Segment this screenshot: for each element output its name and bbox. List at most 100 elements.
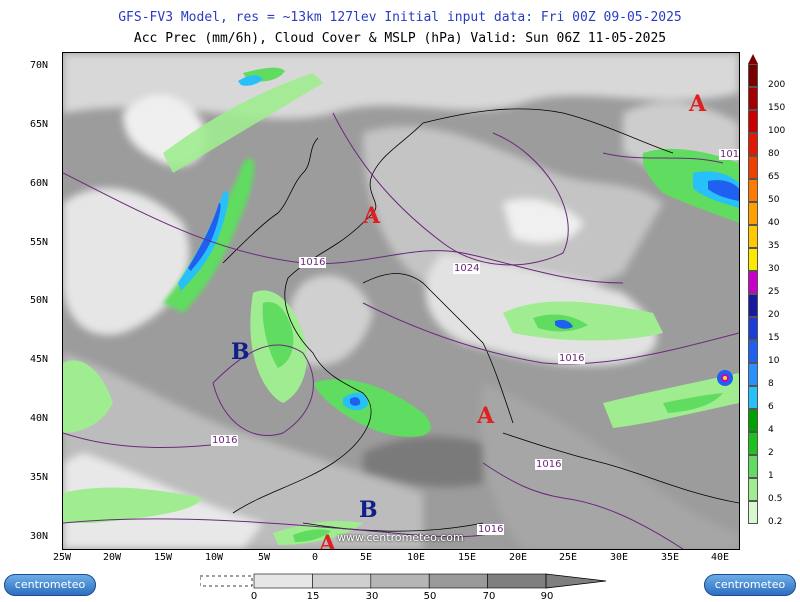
legend-value: 25	[768, 287, 780, 297]
lon-label: 0	[311, 552, 319, 563]
isobar-label: 1016	[299, 257, 327, 268]
legend-swatch	[748, 179, 758, 202]
lon-label: 15E	[457, 552, 477, 563]
legend-swatch	[748, 156, 758, 179]
cloud-cover-bar	[199, 572, 610, 602]
legend-arrow-icon	[748, 54, 758, 64]
lon-label: 10E	[406, 552, 426, 563]
cloud-bar-swatch	[312, 573, 372, 589]
low-pressure-marker: B	[359, 497, 378, 523]
high-pressure-marker: A	[319, 531, 337, 550]
lat-label: 65N	[30, 119, 49, 130]
legend-swatch	[748, 202, 758, 225]
lat-label: 60N	[30, 178, 49, 189]
legend-value: 50	[768, 195, 780, 205]
legend-swatch	[748, 409, 758, 432]
cloud-bar-swatch	[428, 573, 488, 589]
isobar-label: 1016	[558, 353, 586, 364]
lon-label: 20E	[508, 552, 528, 563]
lon-label: 25E	[558, 552, 578, 563]
isobar-label: 101	[719, 149, 740, 160]
legend-value: 30	[768, 264, 780, 274]
lat-label: 40N	[30, 413, 49, 424]
lat-label: 35N	[30, 472, 49, 483]
legend-value: 20	[768, 310, 780, 320]
legend-value: 1	[768, 471, 774, 481]
legend-swatch	[748, 478, 758, 501]
cloud-bar-swatch	[253, 573, 313, 589]
lat-label: 70N	[30, 60, 49, 71]
lon-label: 40E	[710, 552, 730, 563]
legend-swatch	[748, 317, 758, 340]
lat-label: 45N	[30, 354, 49, 365]
cloud-bar-swatch	[487, 573, 547, 589]
centrometeo-logo: centrometeo	[4, 574, 96, 596]
product-title: Acc Prec (mm/6h), Cloud Cover & MSLP (hP…	[133, 31, 667, 46]
legend-value: 6	[768, 402, 774, 412]
lon-label: 15W	[153, 552, 173, 563]
cloud-bar-label: 50	[423, 591, 437, 602]
lat-label: 30N	[30, 531, 49, 542]
legend-value: 4	[768, 425, 774, 435]
cloud-bar-label: 70	[482, 591, 496, 602]
isobar-label: 1016	[535, 459, 563, 470]
legend-swatch	[748, 110, 758, 133]
isobar-label: 1024	[453, 263, 481, 274]
cloud-bar-swatch	[370, 573, 430, 589]
high-pressure-marker: A	[363, 203, 381, 229]
lon-label: 30E	[609, 552, 629, 563]
cloud-bar-label: 0	[250, 591, 258, 602]
coastlines	[222, 108, 739, 532]
legend-swatch	[748, 340, 758, 363]
legend-swatch	[748, 432, 758, 455]
weather-map: 1016 1024 1016 1016 1016 1016 101 A A A …	[62, 52, 740, 550]
lon-label: 35E	[660, 552, 680, 563]
lat-label: 50N	[30, 295, 49, 306]
low-pressure-marker: B	[231, 339, 250, 365]
legend-value: 0.5	[768, 494, 783, 504]
watermark: www.centrometeo.com	[337, 531, 464, 544]
cloud-bar-label: 30	[365, 591, 379, 602]
lon-label: 5W	[257, 552, 271, 563]
legend-swatch	[748, 501, 758, 524]
cloud-bar-label: 90	[540, 591, 554, 602]
legend-value: 2	[768, 448, 774, 458]
precipitation-field	[63, 67, 739, 545]
lon-label: 5E	[359, 552, 373, 563]
legend-swatch	[748, 294, 758, 317]
legend-value: 40	[768, 218, 780, 228]
legend-value: 65	[768, 172, 780, 182]
legend-value: 0.2	[768, 517, 783, 527]
legend-swatch	[748, 87, 758, 110]
isobar-label: 1016	[211, 435, 239, 446]
legend-swatch	[748, 386, 758, 409]
legend-value: 80	[768, 149, 780, 159]
legend-value: 200	[768, 80, 786, 90]
legend-value: 8	[768, 379, 774, 389]
cloud-bar-svg	[199, 573, 607, 589]
lon-label: 20W	[102, 552, 122, 563]
legend-value: 100	[768, 126, 786, 136]
model-title: GFS-FV3 Model, res = ~13km 127lev Initia…	[118, 10, 682, 25]
legend-value: 35	[768, 241, 780, 251]
legend-swatch	[748, 248, 758, 271]
isobar-label: 1016	[477, 524, 505, 535]
isobars	[63, 112, 739, 549]
legend-swatch	[748, 133, 758, 156]
legend-value: 15	[768, 333, 780, 343]
high-pressure-marker: A	[477, 403, 495, 429]
legend-value: 150	[768, 103, 786, 113]
legend-swatch	[748, 455, 758, 478]
legend-swatch	[748, 64, 758, 87]
high-pressure-marker: A	[689, 91, 707, 117]
legend-value: 10	[768, 356, 780, 366]
cloud-bar-label: 15	[306, 591, 320, 602]
legend-swatch	[748, 225, 758, 248]
map-svg	[63, 53, 739, 549]
centrometeo-logo: centrometeo	[704, 574, 796, 596]
lon-label: 10W	[204, 552, 224, 563]
lon-label: 25W	[52, 552, 72, 563]
lat-label: 55N	[30, 237, 49, 248]
legend-swatch	[748, 363, 758, 386]
legend-swatch	[748, 271, 758, 294]
